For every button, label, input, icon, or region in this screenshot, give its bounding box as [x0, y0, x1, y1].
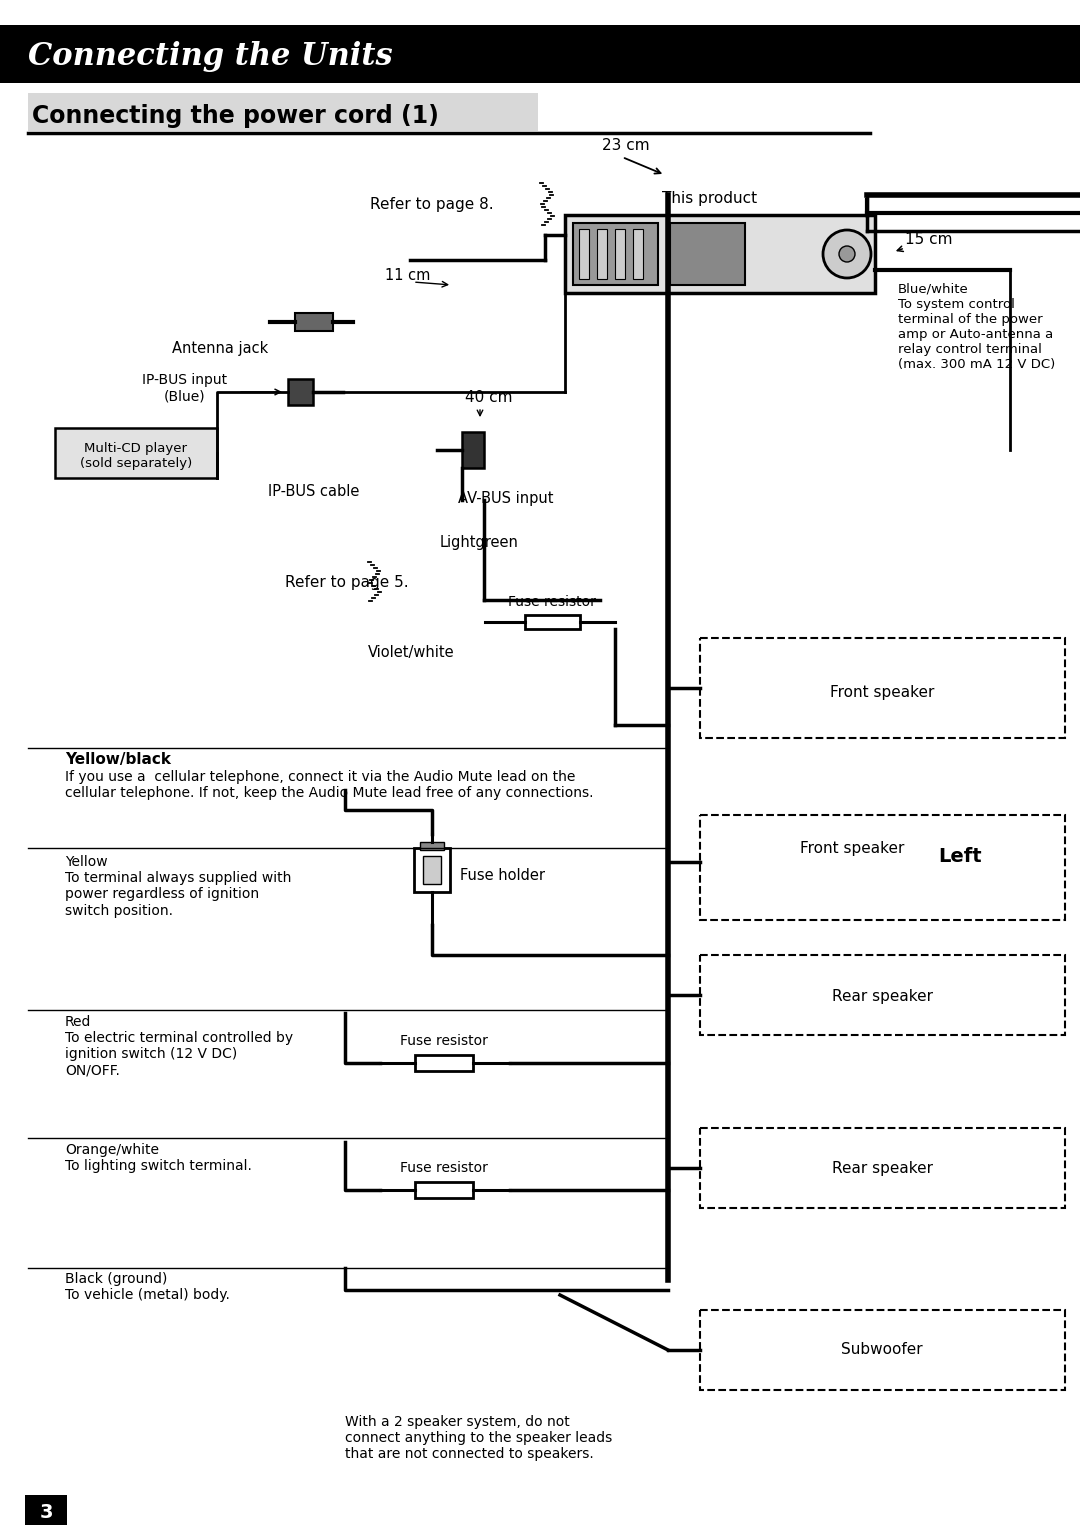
- Text: IP-BUS cable: IP-BUS cable: [268, 484, 360, 500]
- Text: Connecting the power cord (1): Connecting the power cord (1): [32, 104, 438, 127]
- Text: Rear speaker: Rear speaker: [832, 1160, 932, 1176]
- Bar: [414, 848, 450, 892]
- Text: Red
To electric terminal controlled by
ignition switch (12 V DC)
ON/OFF.: Red To electric terminal controlled by i…: [65, 1015, 293, 1078]
- Bar: [633, 228, 643, 279]
- Bar: [288, 379, 313, 405]
- Bar: [700, 955, 1065, 1035]
- Text: Fuse holder: Fuse holder: [460, 868, 545, 883]
- Text: Fuse resistor: Fuse resistor: [400, 1160, 488, 1174]
- Text: Front speaker: Front speaker: [829, 685, 934, 699]
- Text: Blue/white
To system control
terminal of the power
amp or Auto-antenna a
relay c: Blue/white To system control terminal of…: [897, 284, 1055, 371]
- Text: Orange/white
To lighting switch terminal.: Orange/white To lighting switch terminal…: [65, 1144, 252, 1173]
- Bar: [615, 228, 625, 279]
- Circle shape: [839, 245, 855, 262]
- Text: Rear speaker: Rear speaker: [832, 989, 932, 1004]
- Text: Left: Left: [939, 848, 982, 866]
- Text: 40 cm: 40 cm: [465, 391, 513, 406]
- Bar: [700, 638, 1065, 737]
- Bar: [55, 428, 217, 478]
- Text: 23 cm: 23 cm: [602, 138, 650, 152]
- Text: Black (ground)
To vehicle (metal) body.: Black (ground) To vehicle (metal) body.: [65, 1272, 230, 1302]
- Text: Yellow
To terminal always supplied with
power regardless of ignition
switch posi: Yellow To terminal always supplied with …: [65, 855, 292, 918]
- Bar: [0, 25, 1080, 83]
- Bar: [670, 222, 745, 285]
- Text: Front speaker: Front speaker: [800, 840, 904, 855]
- Bar: [565, 215, 875, 293]
- Bar: [573, 222, 658, 285]
- Bar: [700, 1128, 1065, 1208]
- Bar: [415, 1055, 473, 1072]
- Text: 15 cm: 15 cm: [905, 233, 953, 247]
- Bar: [415, 1182, 473, 1197]
- Text: 3: 3: [39, 1502, 53, 1521]
- Text: Connecting the Units: Connecting the Units: [28, 41, 393, 72]
- Text: Refer to page 5.: Refer to page 5.: [285, 575, 408, 590]
- Bar: [420, 842, 444, 849]
- Bar: [525, 615, 580, 629]
- Bar: [462, 432, 484, 468]
- Text: Lightgreen: Lightgreen: [440, 535, 518, 549]
- Text: Violet/white: Violet/white: [368, 644, 455, 659]
- Bar: [25, 1495, 67, 1525]
- Text: Yellow/black: Yellow/black: [65, 753, 171, 766]
- Circle shape: [823, 230, 870, 277]
- Text: If you use a  cellular telephone, connect it via the Audio Mute lead on the
cell: If you use a cellular telephone, connect…: [65, 770, 594, 800]
- Text: This product: This product: [662, 192, 757, 207]
- Text: Refer to page 8.: Refer to page 8.: [370, 198, 494, 213]
- Text: Fuse resistor: Fuse resistor: [400, 1033, 488, 1049]
- Bar: [423, 855, 441, 885]
- Text: 11 cm: 11 cm: [384, 267, 430, 282]
- Bar: [700, 816, 1065, 920]
- Bar: [579, 228, 589, 279]
- Text: Multi-CD player
(sold separately): Multi-CD player (sold separately): [80, 442, 192, 471]
- Bar: [597, 228, 607, 279]
- Text: AV-BUS input: AV-BUS input: [458, 491, 554, 506]
- Text: Subwoofer: Subwoofer: [841, 1343, 922, 1358]
- Text: Fuse resistor: Fuse resistor: [508, 595, 596, 609]
- Text: With a 2 speaker system, do not
connect anything to the speaker leads
that are n: With a 2 speaker system, do not connect …: [345, 1415, 612, 1461]
- Text: IP-BUS input
(Blue): IP-BUS input (Blue): [143, 373, 228, 403]
- Bar: [28, 94, 538, 130]
- Bar: [295, 313, 333, 331]
- Text: Antenna jack: Antenna jack: [172, 340, 268, 356]
- Bar: [700, 1311, 1065, 1390]
